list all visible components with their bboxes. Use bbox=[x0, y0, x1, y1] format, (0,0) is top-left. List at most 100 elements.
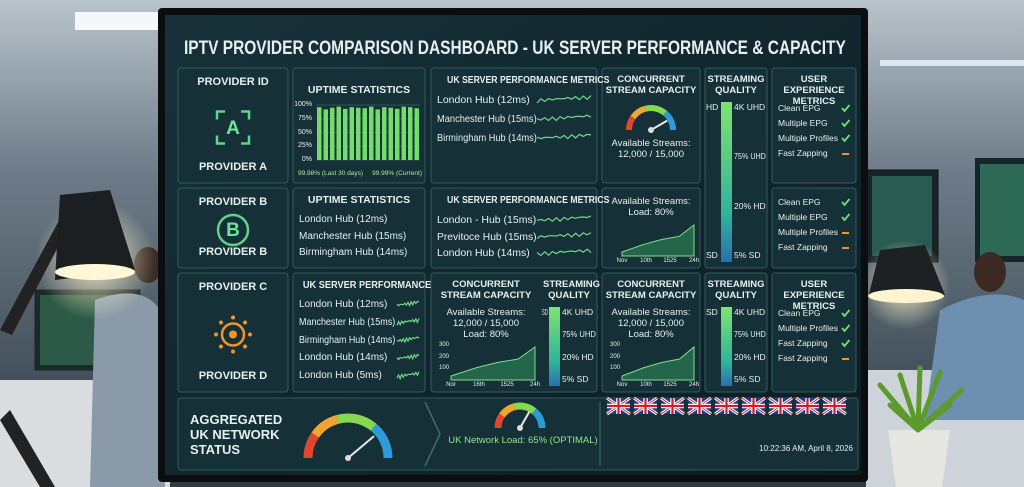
panel-title: UPTIME STATISTICS bbox=[307, 194, 411, 206]
capacity-line: Available Streams: bbox=[611, 307, 691, 318]
metric-line: London Hub (12ms) bbox=[299, 299, 388, 310]
uptime-bar bbox=[336, 106, 341, 160]
gear-icon bbox=[220, 322, 246, 347]
panel bbox=[704, 67, 768, 269]
capacity-area bbox=[621, 223, 695, 257]
plant-pot bbox=[888, 430, 950, 487]
uptime-note: 99.99% (Current) bbox=[372, 170, 422, 177]
status-ok bbox=[841, 198, 851, 207]
y-tick-label: 0% bbox=[301, 156, 312, 163]
quality-bar bbox=[549, 307, 560, 386]
quality-label: 4K UHD bbox=[734, 307, 766, 317]
uptime-bar bbox=[356, 107, 361, 160]
quality-label: HD bbox=[706, 102, 719, 112]
sparkline bbox=[396, 300, 420, 308]
metric-line: Previtoce Hub (15ms) bbox=[437, 230, 537, 243]
gear-tooth bbox=[218, 320, 223, 325]
provider-name: PROVIDER B bbox=[198, 246, 268, 258]
sparkline bbox=[396, 371, 420, 381]
uptime-bar bbox=[408, 107, 413, 160]
capacity-line: Available Streams: bbox=[611, 138, 691, 149]
capacity-line: Load: 80% bbox=[463, 329, 509, 340]
panel bbox=[292, 272, 426, 393]
capacity-line: Available Streams: bbox=[446, 307, 526, 318]
gauge-arc bbox=[370, 423, 393, 459]
x-tick-label: Nor bbox=[446, 382, 456, 388]
x-tick-label: 10th bbox=[640, 382, 652, 388]
background-screen bbox=[980, 164, 1024, 256]
provider-badge: B bbox=[226, 220, 240, 241]
quality-label: 75% UHD bbox=[734, 151, 766, 162]
quality-label: 20% HD bbox=[734, 200, 766, 211]
status-ok bbox=[841, 134, 851, 143]
metric-line: London Hub (14ms) bbox=[437, 247, 530, 260]
panel-title: UK SERVER PERFORMANCE METRICS bbox=[447, 194, 610, 206]
chevron bbox=[424, 401, 441, 467]
gauge-needle bbox=[519, 411, 531, 429]
gauge-hub bbox=[345, 455, 351, 461]
uptime-bar bbox=[414, 108, 419, 160]
panel bbox=[771, 187, 857, 269]
panel bbox=[601, 67, 701, 184]
y-tick-label: 200 bbox=[609, 353, 620, 360]
provider-heading: PROVIDER B bbox=[198, 196, 268, 208]
uk-flag-cross bbox=[607, 398, 630, 414]
quality-label: 5% SD bbox=[734, 250, 761, 260]
uk-flag-cross bbox=[634, 398, 657, 414]
provider-badge: A bbox=[226, 117, 240, 139]
provider-name: PROVIDER D bbox=[198, 370, 268, 382]
uptime-bar bbox=[395, 108, 400, 160]
gear-tooth bbox=[231, 315, 235, 320]
status-ok bbox=[841, 119, 851, 128]
quality-label: 20% HD bbox=[734, 351, 766, 362]
ux-line: Fast Zapping bbox=[778, 148, 828, 158]
lamp-shade bbox=[868, 245, 945, 298]
sparkline bbox=[536, 232, 592, 240]
gauge-needle bbox=[650, 119, 668, 131]
status-ok bbox=[841, 309, 851, 318]
x-tick-label: Nov bbox=[616, 258, 628, 264]
ux-line: Multiple Profiles bbox=[778, 227, 838, 237]
y-tick-label: 300 bbox=[438, 342, 449, 348]
badge-frame bbox=[216, 213, 250, 247]
panel-title: UK SERVER PERFORMANCE METRICS bbox=[447, 74, 610, 86]
uptime-bar bbox=[317, 107, 322, 160]
quality-label: 4K UHD bbox=[562, 307, 594, 317]
gauge-arc bbox=[303, 432, 320, 459]
gauge-arc bbox=[531, 408, 546, 429]
metric-line: Manchester Hub (15ms) bbox=[299, 316, 396, 328]
status-ok bbox=[841, 213, 851, 222]
gauge-arc bbox=[494, 413, 505, 429]
uk-flag-cross bbox=[715, 398, 738, 414]
ux-line: Multiple EPG bbox=[778, 212, 828, 222]
gauge-arc bbox=[311, 415, 340, 438]
quality-bar bbox=[721, 102, 732, 262]
capacity-area bbox=[450, 346, 536, 381]
metric-line: Birmingham Hub (14ms) bbox=[299, 334, 396, 346]
ceiling-light bbox=[880, 60, 1024, 66]
metric-line: Birmingham Hub (14ms) bbox=[437, 132, 537, 144]
uptime-bar bbox=[401, 106, 406, 160]
ceiling-light bbox=[75, 12, 160, 30]
uk-flag-cross bbox=[823, 398, 846, 414]
sparkline bbox=[396, 353, 420, 361]
ux-line: Clean EPG bbox=[778, 308, 821, 318]
y-tick-label: 50% bbox=[297, 128, 312, 136]
sparkline bbox=[536, 248, 592, 257]
lamp-shade bbox=[55, 190, 135, 280]
ux-line: Multiple Profiles bbox=[778, 323, 838, 333]
panel bbox=[292, 187, 426, 269]
gear-icon bbox=[229, 330, 237, 339]
sparkline bbox=[536, 133, 592, 140]
provider-heading: PROVIDER C bbox=[198, 281, 268, 293]
panel-title: CONCURRENT STREAM CAPACITY bbox=[605, 74, 697, 96]
ux-line: Fast Zapping bbox=[778, 338, 828, 348]
ux-line: Clean EPG bbox=[778, 103, 821, 113]
status-title: AGGREGATED UK NETWORK STATUS bbox=[190, 412, 283, 457]
metric-line: London Hub (14ms) bbox=[299, 352, 388, 364]
lamp-arm bbox=[0, 200, 80, 487]
metric-line: London - Hub (15ms) bbox=[437, 214, 537, 226]
gear-tooth bbox=[243, 344, 248, 349]
gauge-arc bbox=[644, 105, 668, 116]
capacity-line: 12,000 / 15,000 bbox=[617, 149, 685, 160]
